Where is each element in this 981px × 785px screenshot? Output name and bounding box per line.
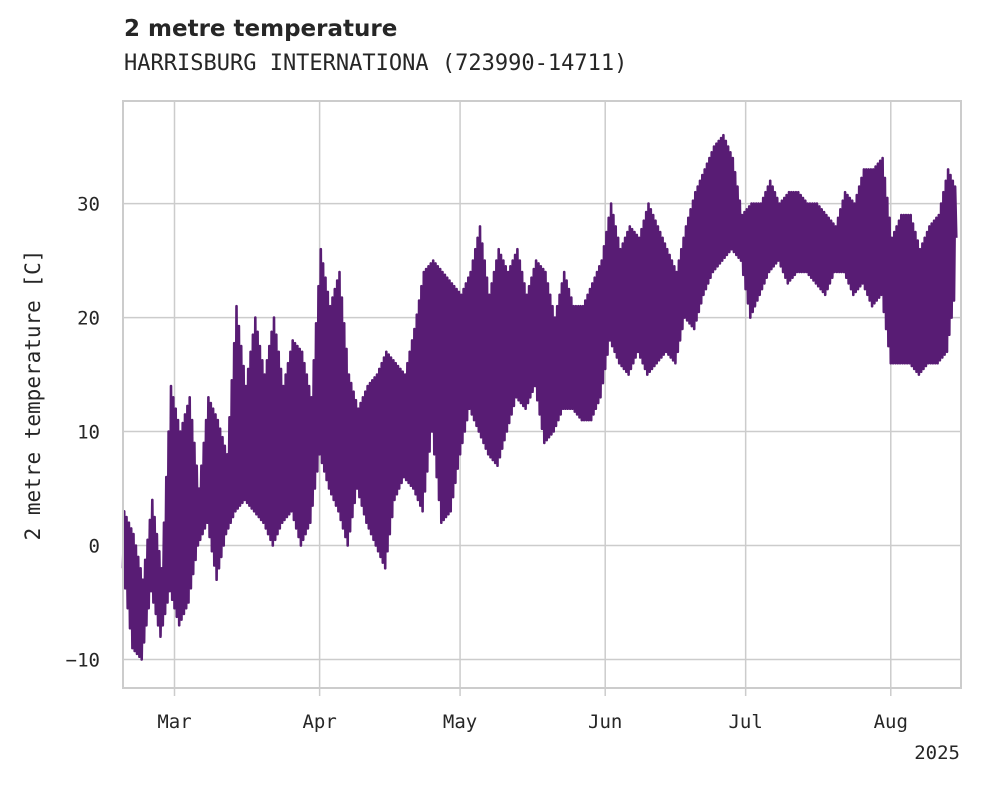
x-tick-labels: Mar Apr May Jun Jul Aug — [157, 711, 908, 733]
x-tick-label: May — [443, 711, 477, 733]
y-tick-labels: −10 0 10 20 30 — [66, 194, 100, 672]
series-layer — [121, 133, 958, 661]
temperature-series-line — [121, 133, 958, 661]
x-tick-label: Mar — [157, 711, 191, 733]
chart-subtitle: HARRISBURG INTERNATIONA (723990-14711) — [124, 51, 628, 76]
chart-title: 2 metre temperature — [124, 16, 398, 42]
y-tick-label: 30 — [77, 194, 100, 216]
x-tick-label: Aug — [874, 711, 908, 733]
y-axis-label: 2 metre temperature [C] — [21, 250, 45, 541]
y-tick-label: 0 — [89, 536, 100, 558]
year-label: 2025 — [914, 742, 960, 764]
plot-frame — [122, 100, 962, 689]
x-tick-label: Jun — [588, 711, 622, 733]
x-tick-label: Jul — [728, 711, 762, 733]
y-tick-label: −10 — [66, 650, 100, 672]
y-tick-label: 20 — [77, 308, 100, 330]
y-tick-label: 10 — [77, 422, 100, 444]
x-tick-label: Apr — [302, 711, 336, 733]
